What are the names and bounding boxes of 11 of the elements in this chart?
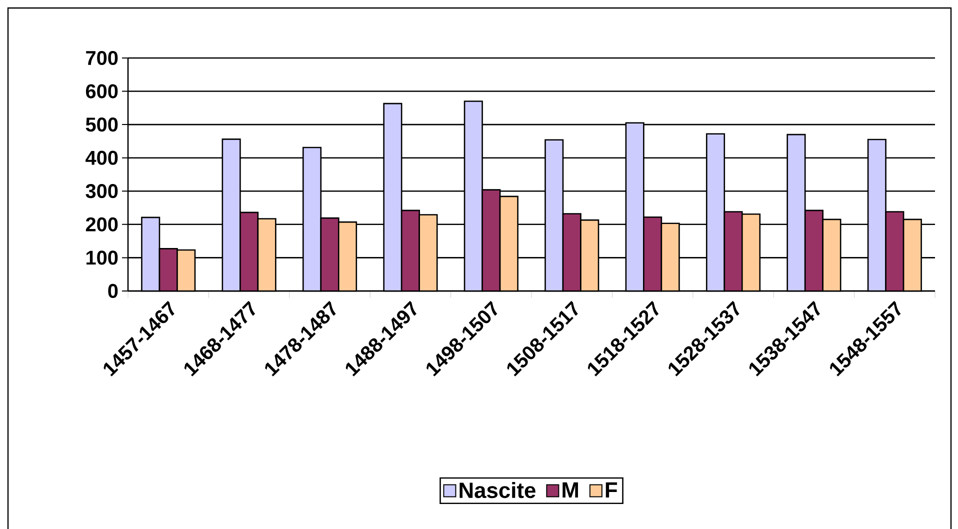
y-tick-label: 300	[86, 184, 118, 198]
y-tick-label: 600	[86, 84, 118, 98]
legend-label: F	[606, 482, 618, 498]
legend-label: Nascite	[460, 482, 536, 498]
y-tick-label: 700	[86, 50, 118, 66]
y-tick-label: 0	[108, 284, 118, 298]
legend-label: M	[562, 482, 578, 498]
y-tick-label: 500	[86, 118, 118, 132]
y-tick-label: 400	[86, 150, 118, 165]
y-tick-label: 200	[86, 217, 118, 232]
y-tick-label: 100	[86, 250, 118, 265]
